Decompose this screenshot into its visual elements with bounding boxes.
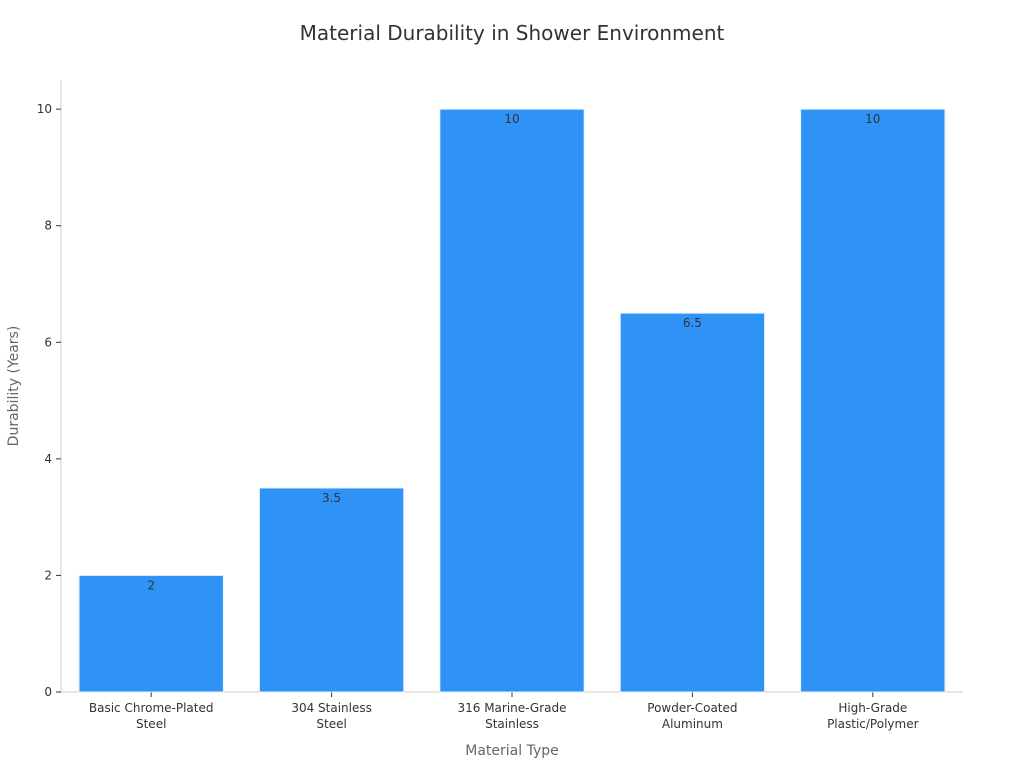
x-tick-label: Powder-Coated bbox=[647, 701, 737, 715]
x-tick-label: Steel bbox=[136, 717, 166, 731]
bar-value-label: 3.5 bbox=[322, 491, 341, 505]
y-tick-label: 2 bbox=[44, 568, 52, 582]
x-tick-label: 316 Marine-Grade bbox=[457, 701, 566, 715]
x-tick-label: Basic Chrome-Plated bbox=[89, 701, 214, 715]
bar bbox=[78, 574, 224, 693]
y-tick-label: 4 bbox=[44, 452, 52, 466]
x-tick-label: High-Grade bbox=[838, 701, 907, 715]
y-tick-label: 10 bbox=[37, 102, 52, 116]
x-axis-label: Material Type bbox=[465, 743, 558, 759]
x-tick-label: 304 Stainless bbox=[291, 701, 372, 715]
x-tick-label: Stainless bbox=[485, 717, 539, 731]
y-tick-label: 8 bbox=[44, 219, 52, 233]
plot-bars bbox=[78, 108, 946, 693]
y-tick-label: 0 bbox=[44, 685, 52, 699]
bar bbox=[439, 108, 585, 693]
chart-title: Material Durability in Shower Environmen… bbox=[300, 21, 725, 45]
y-axis-label: Durability (Years) bbox=[6, 326, 22, 447]
bar-value-label: 10 bbox=[865, 112, 880, 126]
bar-value-label: 6.5 bbox=[683, 316, 702, 330]
bar bbox=[258, 487, 405, 693]
bar-value-label: 10 bbox=[504, 112, 519, 126]
bar bbox=[800, 108, 946, 693]
plot-labels: 2 Basic Chrome-Plated Steel 3.5 304 Stainles… bbox=[89, 112, 919, 731]
x-tick-label: Aluminum bbox=[662, 717, 723, 731]
bar bbox=[619, 312, 766, 693]
bar-value-label: 2 bbox=[147, 578, 155, 592]
x-tick-label: Steel bbox=[316, 717, 346, 731]
x-tick-label: Plastic/Polymer bbox=[827, 717, 919, 731]
y-tick-label: 6 bbox=[44, 335, 52, 349]
